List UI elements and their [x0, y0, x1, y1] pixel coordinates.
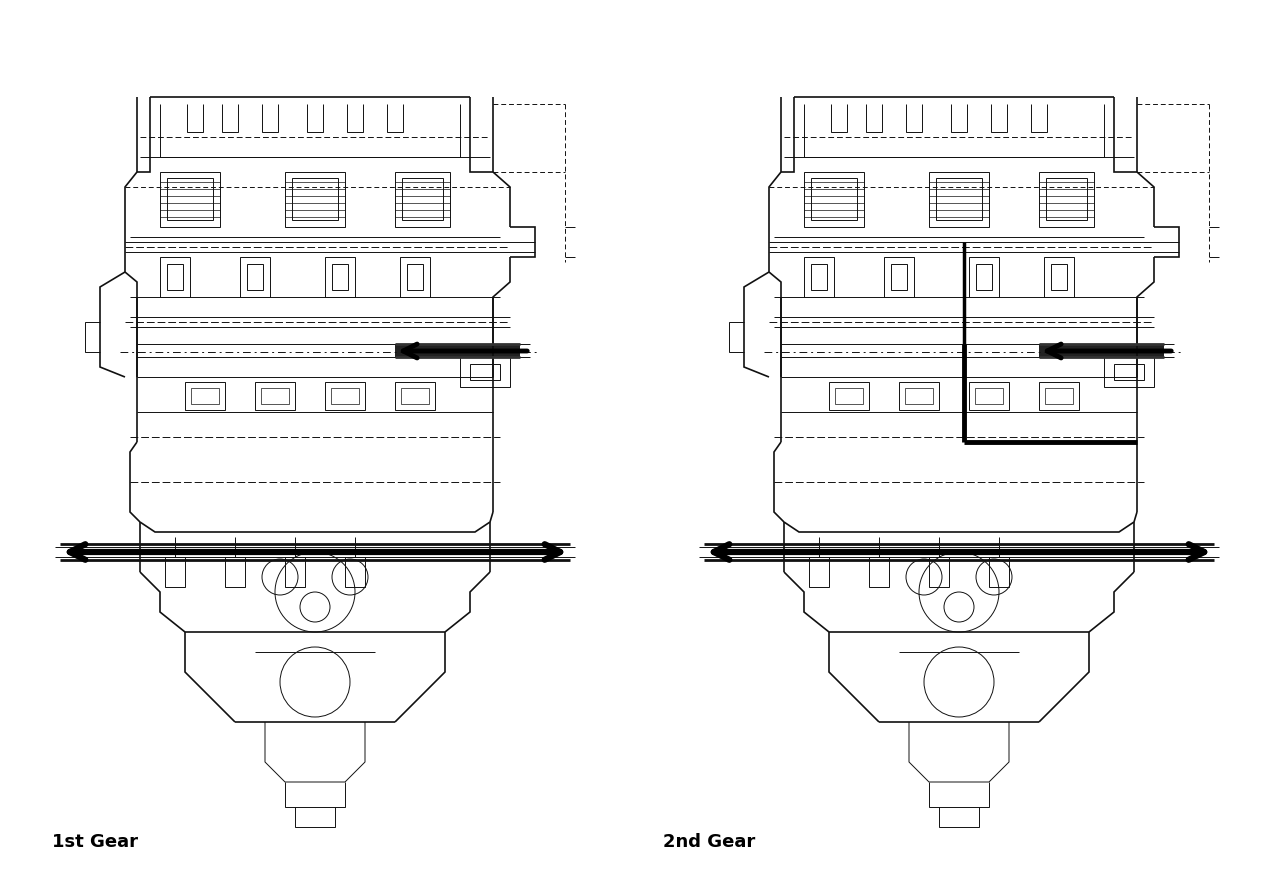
Bar: [247, 264, 263, 290]
Bar: [1045, 388, 1073, 404]
Bar: [835, 388, 863, 404]
Bar: [884, 257, 914, 297]
Bar: [160, 257, 191, 297]
Bar: [804, 257, 835, 297]
Text: 1st Gear: 1st Gear: [52, 833, 138, 851]
Bar: [829, 382, 869, 410]
Bar: [929, 557, 949, 587]
Bar: [255, 382, 295, 410]
Bar: [167, 178, 213, 220]
Bar: [165, 557, 185, 587]
Bar: [292, 178, 337, 220]
Bar: [167, 264, 183, 290]
Bar: [240, 257, 270, 297]
Bar: [804, 172, 864, 227]
Bar: [395, 344, 520, 357]
Bar: [332, 264, 348, 290]
Bar: [401, 257, 430, 297]
Bar: [395, 172, 450, 227]
Bar: [1039, 382, 1079, 410]
Bar: [261, 388, 289, 404]
Bar: [969, 257, 999, 297]
Bar: [285, 557, 305, 587]
Bar: [1114, 364, 1144, 380]
Bar: [1039, 344, 1164, 357]
Bar: [325, 257, 355, 297]
Bar: [470, 364, 500, 380]
Bar: [1046, 178, 1087, 220]
Bar: [989, 557, 1009, 587]
Bar: [1039, 172, 1094, 227]
Bar: [929, 172, 989, 227]
Bar: [325, 382, 365, 410]
Bar: [869, 557, 889, 587]
Bar: [191, 388, 219, 404]
Bar: [1051, 264, 1066, 290]
Bar: [460, 357, 510, 387]
Bar: [185, 382, 225, 410]
Bar: [976, 264, 992, 290]
Bar: [936, 178, 981, 220]
Bar: [969, 382, 1009, 410]
Bar: [345, 557, 365, 587]
Bar: [395, 382, 435, 410]
Bar: [331, 388, 359, 404]
Bar: [891, 264, 907, 290]
Bar: [1045, 257, 1074, 297]
Bar: [402, 178, 443, 220]
Bar: [809, 557, 829, 587]
Bar: [905, 388, 933, 404]
Bar: [225, 557, 245, 587]
Bar: [160, 172, 220, 227]
Bar: [407, 264, 422, 290]
Text: 2nd Gear: 2nd Gear: [663, 833, 756, 851]
Bar: [899, 382, 939, 410]
Bar: [285, 172, 345, 227]
Bar: [975, 388, 1003, 404]
Bar: [811, 178, 857, 220]
Bar: [1104, 357, 1154, 387]
Bar: [401, 388, 429, 404]
Bar: [811, 264, 827, 290]
